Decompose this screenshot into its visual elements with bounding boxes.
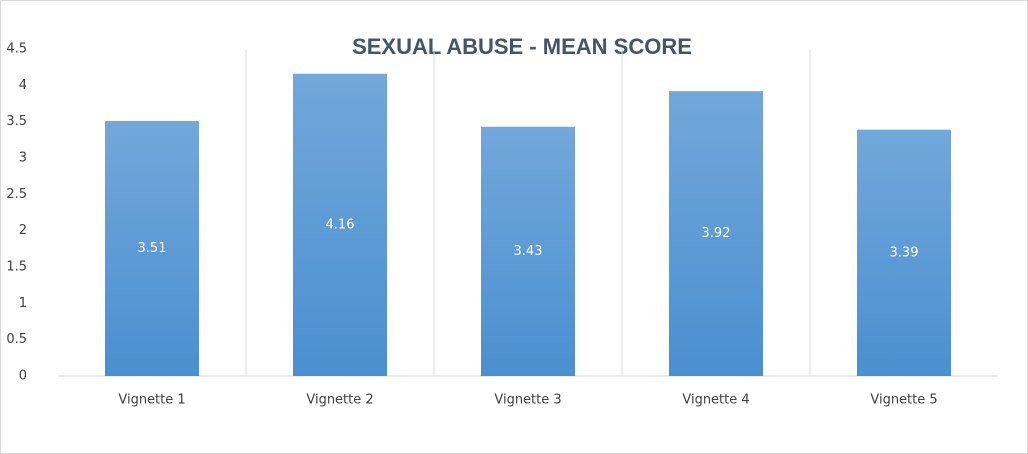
- data-label: 3.51: [138, 241, 167, 256]
- y-tick-label: 3.5: [6, 114, 27, 129]
- data-label: 4.16: [326, 217, 355, 232]
- chart-title: SEXUAL ABUSE - MEAN SCORE: [352, 34, 692, 59]
- y-tick-label: 0.5: [6, 332, 27, 347]
- y-tick-label: 1.5: [6, 260, 27, 275]
- bar: [481, 126, 575, 377]
- y-tick-label: 2.5: [6, 187, 27, 202]
- data-label: 3.39: [890, 245, 919, 260]
- bar: [669, 91, 763, 376]
- y-tick-label: 1: [19, 296, 27, 311]
- data-label: 3.43: [514, 244, 543, 259]
- x-tick-label: Vignette 1: [118, 393, 185, 408]
- x-tick-label: Vignette 4: [682, 393, 749, 408]
- bar: [293, 73, 387, 376]
- x-tick-label: Vignette 5: [870, 393, 937, 408]
- y-tick-label: 3: [19, 151, 27, 166]
- x-tick-label: Vignette 2: [306, 393, 373, 408]
- x-tick-label: Vignette 3: [494, 393, 561, 408]
- bar: [857, 129, 951, 376]
- bar: [105, 120, 199, 376]
- y-tick-label: 2: [19, 223, 27, 238]
- y-tick-label: 0: [19, 369, 27, 384]
- y-tick-label: 4: [19, 78, 27, 93]
- y-tick-label: 4.5: [6, 42, 27, 57]
- data-label: 3.92: [702, 226, 731, 241]
